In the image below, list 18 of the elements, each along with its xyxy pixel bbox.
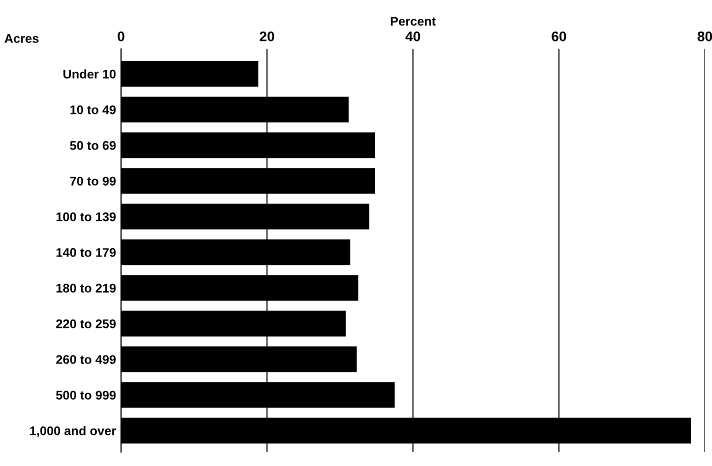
y-tick-label: 100 to 139 [56, 212, 116, 222]
x-tick-label: 20 [260, 31, 274, 42]
y-tick-label: 140 to 179 [56, 248, 116, 257]
x-tick-label: 60 [552, 31, 566, 42]
x-tick-label: 40 [405, 31, 420, 42]
x-tick-label: 80 [698, 31, 712, 42]
y-tick-label: Under 10 [63, 69, 116, 79]
y-tick-label: 260 to 499 [56, 355, 116, 364]
y-tick-label: 70 to 99 [70, 176, 116, 186]
y-tick-label: 10 to 49 [70, 105, 116, 114]
y-tick-label: 50 to 69 [70, 141, 116, 150]
y-tick-label: 180 to 219 [56, 284, 116, 293]
y-tick-label: 1,000 and over [30, 426, 116, 438]
x-tick-label: 0 [118, 31, 124, 42]
y-tick-label: 220 to 259 [56, 319, 116, 328]
x-axis-title: Percent [390, 16, 436, 26]
y-tick-label: 500 to 999 [56, 390, 116, 400]
y-axis-title: Acres [4, 34, 39, 43]
